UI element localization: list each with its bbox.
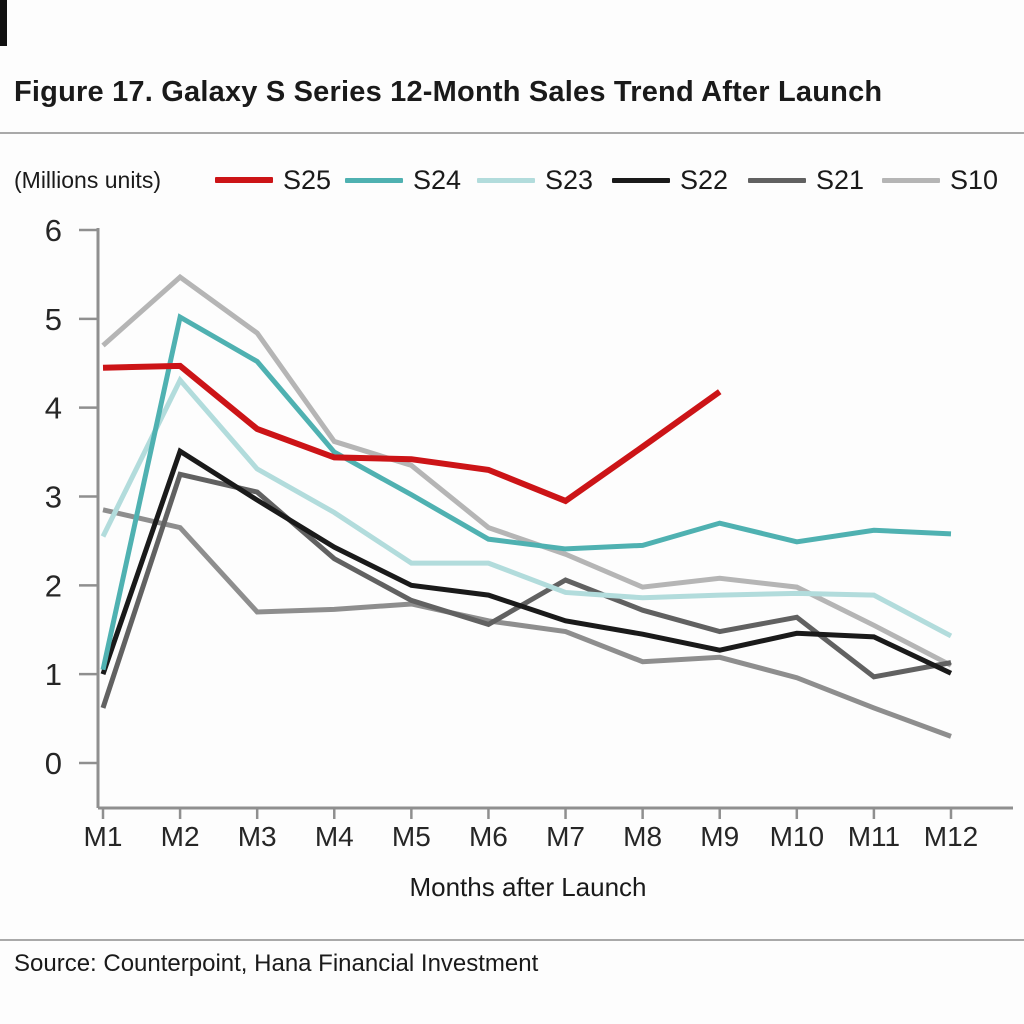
y-tick-label: 6 — [45, 213, 62, 248]
legend-item-S21: S21 — [748, 158, 864, 202]
series-line-S22 — [100, 447, 953, 676]
series-line-S21 — [100, 471, 952, 709]
x-tick-label: M11 — [848, 821, 900, 852]
legend-label-S21: S21 — [816, 164, 865, 195]
source-text: Source: Counterpoint, Hana Financial Inv… — [14, 950, 539, 977]
legend-swatch-S10 — [882, 177, 940, 183]
x-tick-label: M2 — [161, 821, 200, 852]
y-tick-label: 1 — [45, 657, 62, 692]
legend-label-S24: S24 — [413, 164, 462, 195]
x-tick-label: M9 — [700, 821, 739, 852]
series-lines — [100, 273, 953, 739]
source-divider — [0, 939, 1024, 941]
x-tick-label: M7 — [546, 821, 585, 852]
legend-item-S23: S23 — [477, 158, 593, 202]
y-axis-ticks: 0 1 2 3 4 5 6 — [45, 213, 98, 781]
x-axis-ticks: M1 M2 M3 M4 M5 M6 M7 M8 M9 M10 M11 M12 — [84, 808, 978, 852]
legend-item-S24: S24 — [345, 158, 461, 202]
axes — [96, 228, 1013, 810]
legend-label-S25: S25 — [283, 164, 332, 195]
legend-swatch-S23 — [477, 177, 535, 183]
legend-swatch-S22 — [612, 177, 670, 183]
y-tick-label: 2 — [45, 568, 62, 603]
x-tick-label: M12 — [924, 821, 978, 852]
legend-swatch-S24 — [345, 177, 403, 183]
title-divider — [0, 132, 1024, 134]
y-tick-label: 5 — [45, 302, 62, 337]
x-tick-label: M6 — [469, 821, 508, 852]
y-tick-label: 3 — [45, 480, 62, 515]
legend: (Millions units) S25 S24 S23 S22 S21 S10 — [0, 158, 1024, 202]
legend-item-S25: S25 — [215, 158, 331, 202]
legend-label-S23: S23 — [545, 164, 594, 195]
y-units-label: (Millions units) — [14, 167, 161, 193]
y-tick-label: 4 — [45, 391, 62, 426]
series-line-(unlabeled) — [102, 507, 952, 739]
top-left-scan-artifact — [0, 0, 7, 46]
figure-title: Figure 17. Galaxy S Series 12-Month Sale… — [14, 76, 883, 108]
x-tick-label: M5 — [392, 821, 431, 852]
x-tick-label: M3 — [238, 821, 277, 852]
legend-label-S22: S22 — [680, 164, 729, 195]
series-line-S23 — [100, 375, 953, 639]
y-tick-label: 0 — [45, 746, 62, 781]
series-line-S25 — [102, 362, 722, 505]
legend-item-S22: S22 — [612, 158, 728, 202]
x-axis-title: Months after Launch — [409, 872, 646, 902]
x-tick-label: M10 — [770, 821, 824, 852]
x-tick-label: M4 — [315, 821, 354, 852]
legend-label-S10: S10 — [950, 164, 999, 195]
legend-swatch-S25 — [215, 177, 273, 183]
legend-item-S10: S10 — [882, 158, 998, 202]
x-tick-label: M8 — [623, 821, 662, 852]
series-line-S24 — [100, 313, 952, 671]
x-tick-label: M1 — [84, 821, 123, 852]
legend-swatch-S21 — [748, 177, 806, 183]
